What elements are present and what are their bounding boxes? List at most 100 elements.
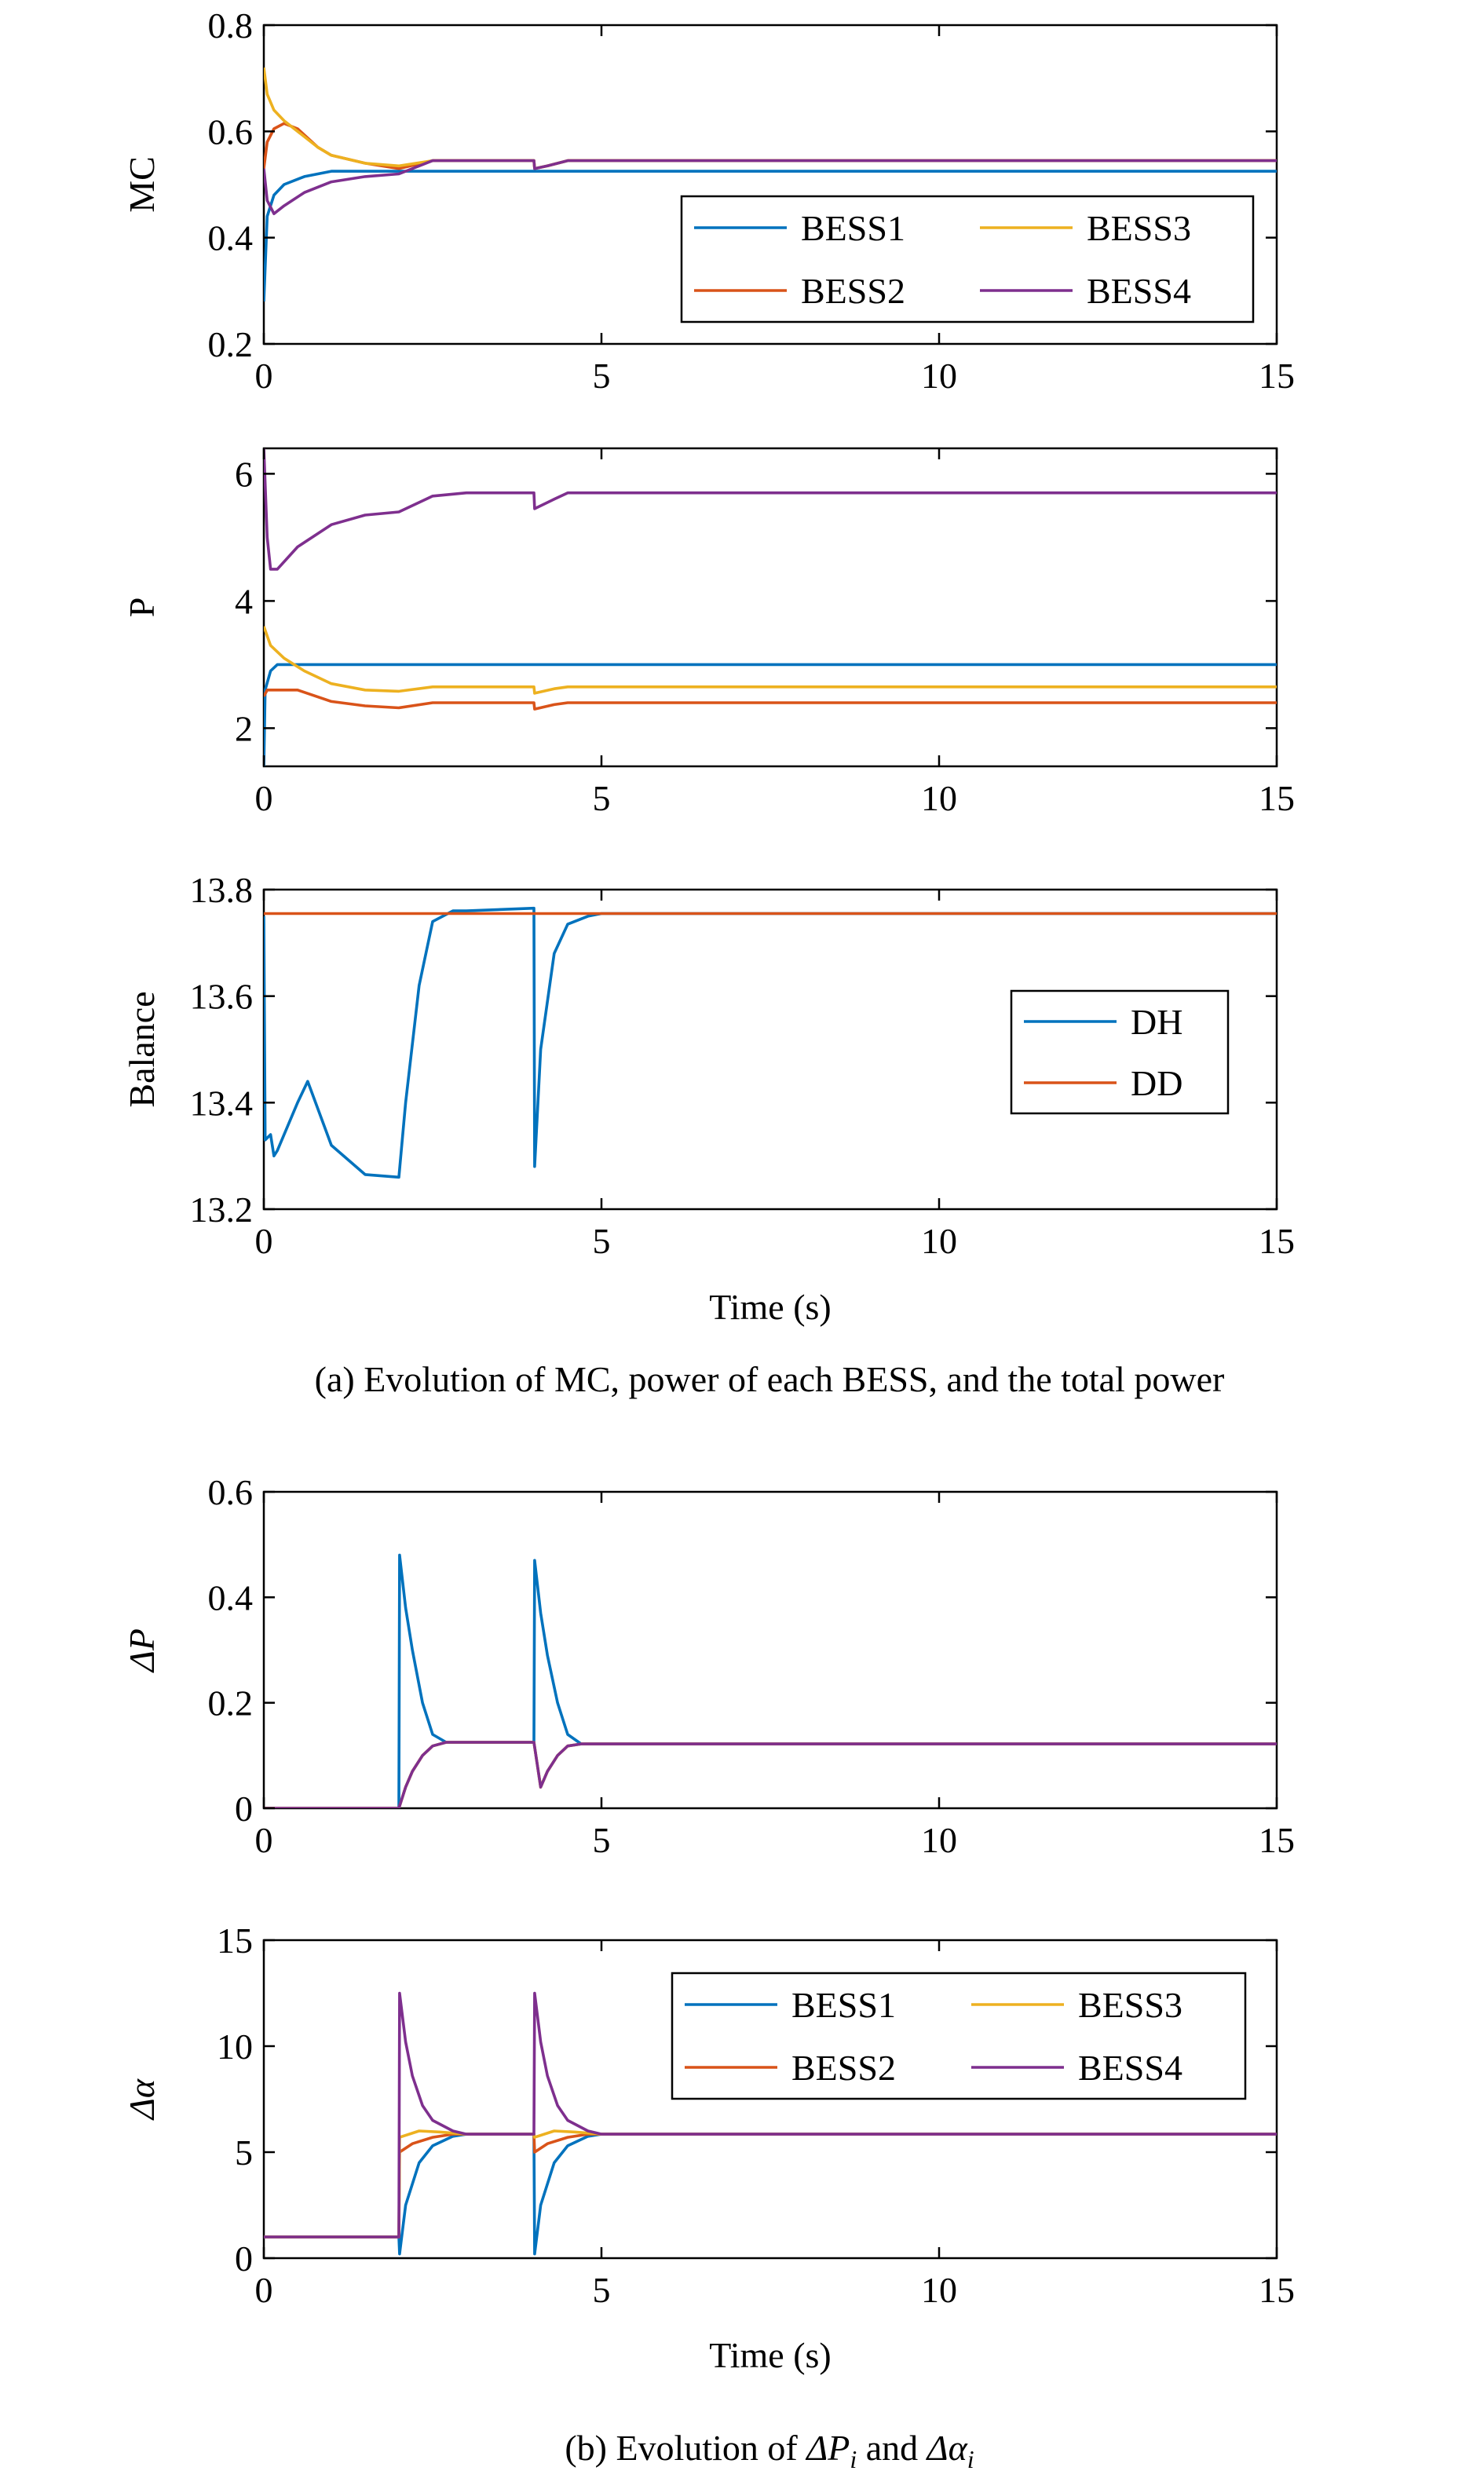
delta_alpha-ytick-label: 5: [235, 2133, 253, 2173]
delta_alpha-series-bess1: [264, 2133, 1277, 2256]
delta_alpha-legend-box: [671, 1972, 1247, 2100]
mc-legend-box: [680, 195, 1255, 323]
delta_alpha-ytick-label: 0: [235, 2239, 253, 2279]
power-axes-box: [262, 447, 1278, 768]
balance-legend-box: [1010, 989, 1230, 1115]
balance-ytick-label: 13.2: [190, 1190, 254, 1230]
power-xtick-label: 0: [255, 778, 273, 818]
mc-ytick-label: 0.8: [208, 5, 254, 46]
panel-power: 0 5 10 15 2 4 6 P: [122, 447, 1295, 818]
power-series-bess4: [264, 448, 1277, 571]
delta_p-ytick-label: 0.6: [208, 1472, 254, 1512]
delta_p-xtick-label: 15: [1259, 1820, 1295, 1860]
delta_p-ytick-label: 0.2: [208, 1683, 254, 1723]
balance-xtick-label: 5: [593, 1221, 611, 1261]
mc-xtick-label: 10: [921, 356, 957, 396]
caption-b-delta-p: ΔP: [805, 2428, 850, 2468]
panel-delta_p: 0 5 10 15 0 0.2 0.4 0.6 ΔP: [122, 1472, 1295, 1860]
caption-b: (b) Evolution of ΔPi and Δαi: [565, 2428, 974, 2473]
mc-legend-label-bess3: BESS3: [1087, 208, 1191, 248]
power-ylabel: P: [122, 598, 162, 618]
power-ytick-label: 6: [235, 454, 253, 494]
delta_alpha-ytick-label: 15: [217, 1921, 253, 1961]
delta_alpha-ylabel: Δα: [122, 2078, 162, 2121]
delta_p-series-bess2: [264, 1741, 1277, 1808]
caption-b-delta-alpha: Δα: [926, 2428, 968, 2468]
delta_p-series-bess4: [264, 1741, 1277, 1808]
mc-legend-label-bess4: BESS4: [1087, 271, 1191, 311]
delta_alpha-ytick-label: 10: [217, 2027, 253, 2067]
delta_p-series-group: [264, 1553, 1277, 1808]
mc-xtick-label: 5: [593, 356, 611, 396]
power-xtick-label: 10: [921, 778, 957, 818]
caption-b-prefix: (b) Evolution of: [565, 2428, 806, 2468]
delta_p-xtick-label: 5: [593, 1820, 611, 1860]
delta_p-series-bess3: [264, 1741, 1277, 1808]
balance-series-dh: [264, 906, 1277, 1179]
delta_alpha-series-bess4: [264, 1991, 1277, 2239]
mc-ytick-label: 0.4: [208, 218, 254, 258]
mc-legend-label-bess1: BESS1: [801, 208, 905, 248]
delta_alpha-axes-box: [262, 1939, 1278, 2260]
mc-xtick-label: 15: [1259, 356, 1295, 396]
mc-axes-box: [262, 24, 1278, 345]
delta_p-ytick-label: 0.4: [208, 1577, 254, 1617]
delta_alpha-xtick-label: 10: [921, 2270, 957, 2310]
mc-ytick-label: 0.2: [208, 324, 254, 364]
balance-xtick-label: 0: [255, 1221, 273, 1261]
caption-b-delta-p-sub: i: [850, 2445, 857, 2473]
panel-mc: 0 5 10 15 0.2 0.4 0.6 0.8 MC BESS1 BESS2 BESS3 BESS4: [122, 5, 1295, 396]
delta_alpha-xtick-label: 15: [1259, 2270, 1295, 2310]
delta_alpha-legend-label-bess4: BESS4: [1078, 2048, 1182, 2088]
balance-xtick-label: 10: [921, 1221, 957, 1261]
delta_alpha-legend-label-bess2: BESS2: [791, 2048, 896, 2088]
delta_alpha-legend-label-bess1: BESS1: [791, 1985, 896, 2025]
balance-ytick-label: 13.8: [190, 870, 254, 910]
power-xtick-label: 15: [1259, 778, 1295, 818]
delta_p-series-bess1: [264, 1553, 1277, 1808]
power-series-group: [264, 448, 1277, 766]
delta_alpha-legend: BESS1 BESS2 BESS3 BESS4: [671, 1972, 1247, 2100]
balance-legend-label-dd: DD: [1131, 1063, 1182, 1103]
mc-legend-label-bess2: BESS2: [801, 271, 905, 311]
delta_alpha-series-group: [264, 1991, 1277, 2256]
delta_alpha-xtick-label: 0: [255, 2270, 273, 2310]
balance-series-group: [264, 906, 1277, 1179]
power-series-bess3: [264, 626, 1277, 695]
mc-series-bess3: [264, 67, 1277, 170]
power-ytick-label: 4: [235, 581, 253, 621]
power-xtick-label: 5: [593, 778, 611, 818]
mc-ytick-label: 0.6: [208, 111, 254, 152]
delta_p-axes-box: [262, 1490, 1278, 1810]
mc-series-bess1: [264, 170, 1277, 302]
balance-ytick-label: 13.4: [190, 1083, 254, 1123]
delta_alpha-series-bess3: [264, 2129, 1277, 2239]
chart-panels: 0 5 10 15 0.2 0.4 0.6 0.8 MC BESS1 BESS2 BESS3 BESS4…: [122, 5, 1295, 2375]
delta_alpha-legend-label-bess3: BESS3: [1078, 1985, 1182, 2025]
mc-ylabel: MC: [122, 156, 162, 213]
power-series-bess2: [264, 688, 1277, 711]
mc-series-bess4: [264, 159, 1277, 216]
balance-ylabel: Balance: [122, 991, 162, 1107]
caption-b-delta-alpha-sub: i: [967, 2445, 974, 2473]
power-series-bess1: [264, 663, 1277, 766]
balance-legend-label-dh: DH: [1131, 1002, 1182, 1042]
caption-b-mid: and: [857, 2428, 927, 2468]
delta_alpha-series-bess2: [264, 2133, 1277, 2239]
balance-legend: DH DD: [1010, 989, 1230, 1115]
caption-a: (a) Evolution of MC, power of each BESS,…: [315, 1359, 1225, 1399]
balance-xlabel: Time (s): [709, 1287, 832, 1327]
delta_alpha-xtick-label: 5: [593, 2270, 611, 2310]
delta_alpha-xlabel: Time (s): [709, 2335, 832, 2375]
delta_p-ylabel: ΔP: [122, 1628, 162, 1673]
delta_p-ytick-label: 0: [235, 1789, 253, 1829]
delta_p-xtick-label: 10: [921, 1820, 957, 1860]
balance-xtick-label: 15: [1259, 1221, 1295, 1261]
mc-series-group: [264, 67, 1277, 302]
power-ytick-label: 2: [235, 708, 253, 748]
balance-ytick-label: 13.6: [190, 977, 254, 1017]
mc-xtick-label: 0: [255, 356, 273, 396]
